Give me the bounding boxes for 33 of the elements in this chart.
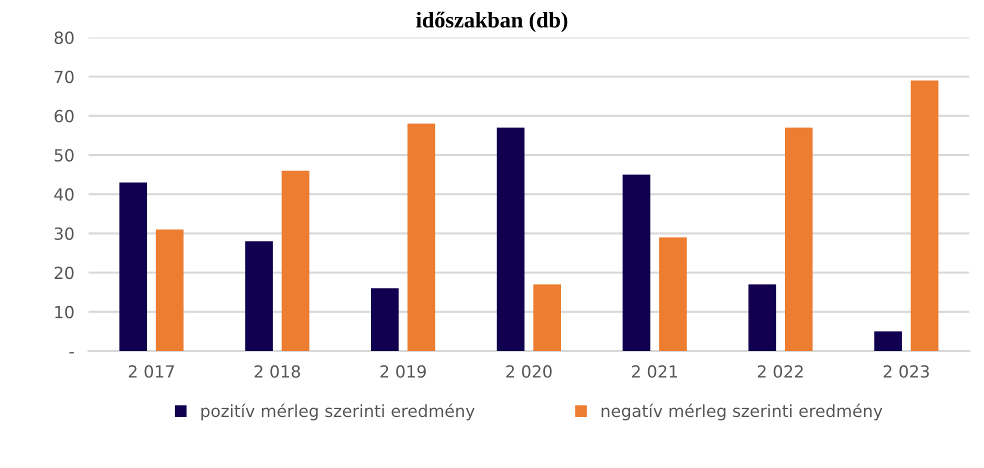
bar: [910, 80, 938, 351]
y-tick-label: 70: [54, 70, 74, 84]
bar: [156, 229, 184, 351]
y-tick-label: 80: [54, 31, 74, 44]
bar: [245, 241, 273, 351]
bar: [119, 182, 148, 351]
bar: [622, 174, 650, 351]
y-tick-label: -: [69, 352, 74, 354]
chart-title: időszakban (db): [416, 12, 568, 32]
y-tick-label: 50: [54, 148, 74, 162]
x-tick-label: 2 020: [506, 365, 552, 378]
y-tick-label: 20: [54, 266, 74, 280]
bar: [282, 170, 310, 351]
y-tick-label: 10: [55, 306, 74, 318]
x-tick-label: 2 018: [254, 365, 300, 378]
bar: [659, 237, 687, 351]
x-tick-label: 2 022: [758, 365, 803, 378]
legend-label: negatív mérleg szerinti eredmény: [602, 404, 882, 420]
bar: [533, 284, 561, 351]
bar: [748, 284, 776, 351]
x-tick-label: 2 023: [884, 365, 929, 378]
bar: [407, 124, 436, 351]
bar: [496, 128, 524, 351]
x-tick-label: 2 019: [380, 365, 426, 378]
bar: [784, 128, 813, 351]
y-tick-label: 30: [54, 227, 74, 240]
legend-label: pozitív mérleg szerinti eredmény: [201, 404, 475, 420]
x-tick-label: 2 021: [632, 365, 678, 378]
y-tick-label: 60: [54, 110, 74, 122]
y-tick-label: 40: [54, 188, 74, 201]
bar: [371, 288, 399, 351]
x-tick-label: 2 017: [128, 365, 174, 378]
bar: [874, 331, 902, 351]
